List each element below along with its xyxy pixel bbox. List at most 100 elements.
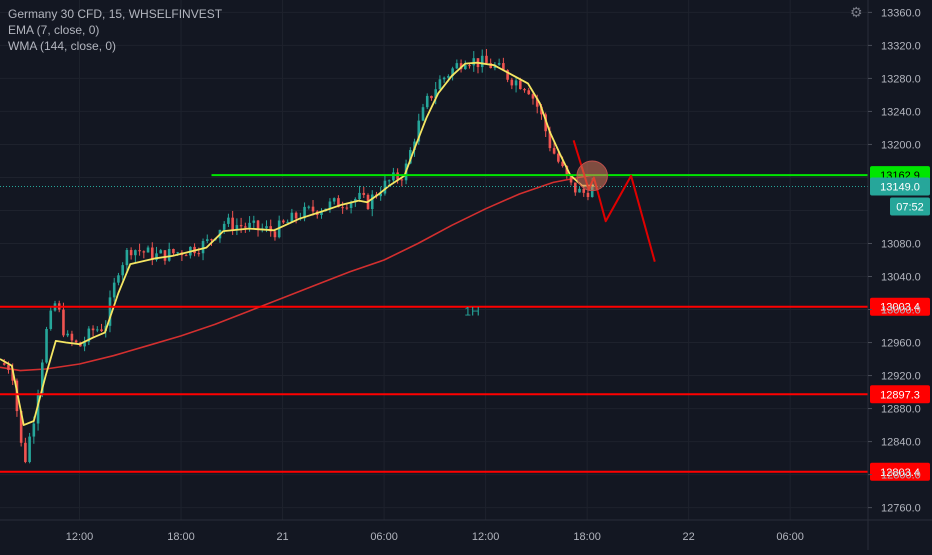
candle-body-15 [66, 333, 69, 336]
legend-ema[interactable]: EMA (7, close, 0) [8, 23, 100, 37]
countdown-bg [890, 197, 930, 216]
candle-body-49 [210, 239, 213, 241]
candle-body-75 [320, 211, 323, 215]
candle-body-96 [409, 150, 412, 164]
candle-body-71 [303, 206, 306, 219]
y-tick-label-12: 13240.0 [881, 106, 921, 118]
candle-body-81 [345, 207, 349, 209]
candle-body-89 [379, 193, 383, 197]
hline-label-1: 13003.4 [880, 302, 920, 314]
x-tick-label-1: 18:00 [167, 531, 195, 543]
y-tick-label-8: 13080.0 [881, 238, 921, 250]
candle-body-87 [370, 194, 374, 210]
candle-body-62 [265, 226, 268, 229]
candle-body-67 [286, 221, 289, 223]
candle-body-136 [578, 188, 581, 193]
candle-body-10 [45, 328, 48, 363]
candle-body-57 [244, 226, 247, 228]
candle-body-73 [311, 206, 315, 212]
chart-legend: Germany 30 CFD, 15, WHSELFINVEST EMA (7,… [8, 6, 222, 54]
candle-body-79 [337, 198, 340, 208]
y-tick-label-2: 12840.0 [881, 437, 921, 449]
y-tick-label-13: 13280.0 [881, 73, 921, 85]
candle-body-43 [184, 255, 188, 257]
candle-body-80 [341, 207, 344, 209]
y-tick-label-5: 12960.0 [881, 338, 921, 350]
candle-body-4 [19, 411, 23, 443]
candle-body-69 [294, 212, 298, 219]
highlight-ellipse [576, 160, 608, 192]
candle-body-126 [535, 98, 539, 107]
candle-body-102 [434, 89, 437, 99]
candle-body-103 [438, 79, 442, 90]
candle-body-120 [510, 79, 514, 86]
x-tick-label-6: 22 [683, 531, 695, 543]
candle-body-53 [227, 217, 230, 224]
candle-body-48 [205, 239, 209, 242]
annotation-1h: 1H [464, 304, 479, 318]
wma-line [0, 174, 595, 372]
candle-body-59 [252, 220, 256, 223]
candle-body-131 [557, 153, 560, 162]
candle-body-118 [502, 63, 505, 71]
legend-title[interactable]: Germany 30 CFD, 15, WHSELFINVEST [8, 7, 223, 21]
x-tick-label-4: 12:00 [472, 531, 500, 543]
settings-gear-icon[interactable]: ⚙ [850, 4, 863, 20]
candle-body-25 [108, 297, 112, 326]
candle-body-113 [480, 55, 484, 68]
ema-series [0, 61, 594, 427]
candle-body-122 [518, 80, 522, 90]
candle-body-124 [527, 90, 531, 95]
hline-label-bg-2 [870, 385, 930, 404]
candle-body-58 [248, 222, 251, 228]
x-tick-label-3: 06:00 [370, 531, 398, 543]
candle-body-64 [273, 231, 277, 238]
candle-body-7 [32, 423, 36, 437]
candle-body-29 [125, 249, 129, 266]
candle-body-82 [349, 202, 353, 208]
candle-body-19 [83, 341, 86, 347]
candle-body-46 [197, 253, 201, 255]
x-tick-label-5: 18:00 [573, 531, 601, 543]
countdown-label: 07:52 [896, 202, 924, 214]
candle-body-27 [117, 275, 120, 283]
candle-body-16 [70, 333, 74, 341]
candle-body-60 [256, 220, 260, 230]
candle-body-66 [282, 220, 285, 223]
candle-body-101 [430, 95, 433, 99]
candle-body-135 [573, 182, 577, 193]
candle-body-68 [290, 212, 294, 222]
candle-body-123 [523, 89, 526, 91]
candle-body-34 [146, 247, 150, 253]
y-tick-label-15: 13360.0 [881, 7, 921, 19]
candle-body-119 [506, 70, 509, 80]
candle-body-128 [544, 114, 547, 132]
candle-body-130 [552, 148, 556, 154]
candle-body-2 [11, 369, 14, 381]
candle-body-14 [62, 309, 65, 336]
candle-body-47 [201, 241, 205, 254]
candle-body-98 [417, 120, 421, 142]
legend-wma[interactable]: WMA (144, close, 0) [8, 39, 117, 53]
x-tick-label-0: 12:00 [66, 531, 94, 543]
candle-body-132 [561, 161, 564, 167]
x-tick-label-7: 06:00 [776, 531, 804, 543]
hline-label-3: 12803.4 [880, 467, 920, 479]
candle-body-3 [15, 380, 19, 412]
candle-body-94 [400, 179, 404, 181]
candle-body-55 [235, 225, 239, 231]
grid [0, 0, 868, 520]
candle-body-77 [328, 201, 332, 209]
candle-body-100 [425, 95, 429, 108]
candle-body-78 [332, 198, 336, 202]
candle-body-31 [134, 250, 137, 256]
candle-body-90 [383, 180, 387, 194]
candle-body-33 [142, 251, 146, 253]
candle-body-30 [129, 249, 133, 256]
candle-body-138 [586, 192, 590, 198]
candle-body-17 [74, 340, 78, 343]
